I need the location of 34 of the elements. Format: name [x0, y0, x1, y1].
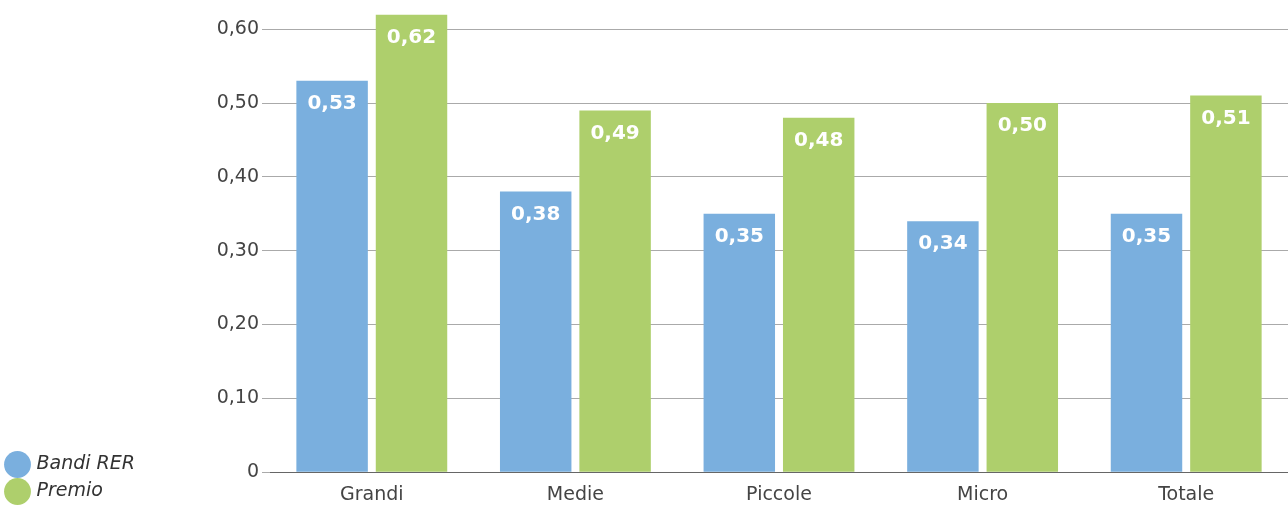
data-label: 0,35 — [714, 222, 764, 247]
y-tick-label: 0,40 — [216, 163, 260, 186]
data-label: 0,35 — [1121, 222, 1172, 247]
data-label: 0,48 — [794, 126, 844, 151]
data-label: 0,34 — [918, 230, 968, 255]
x-tick-label: Piccole — [746, 481, 812, 504]
bar — [296, 80, 368, 472]
x-tick-label: Medie — [546, 481, 604, 504]
data-label: 0,50 — [997, 112, 1047, 137]
y-tick-label: 0,50 — [216, 89, 260, 112]
data-label: 0,62 — [386, 23, 437, 48]
bar — [986, 103, 1059, 472]
legend-label: Bandi RER — [36, 451, 136, 474]
y-tick-label: 0,20 — [216, 311, 260, 334]
bar — [1190, 95, 1262, 472]
data-label: 0,38 — [511, 200, 561, 225]
data-label: 0,51 — [1201, 104, 1251, 129]
x-tick-label: Grandi — [340, 481, 404, 504]
bar — [1110, 213, 1183, 472]
x-tick-label: Totale — [1157, 481, 1215, 504]
bar — [499, 191, 572, 472]
y-tick-label: 0,10 — [216, 385, 260, 408]
bar — [907, 221, 979, 472]
data-label: 0,53 — [307, 90, 357, 115]
bar — [375, 14, 448, 472]
data-label: 0,49 — [590, 119, 640, 144]
y-tick-label: 0,60 — [216, 16, 260, 39]
y-tick-label: 0,30 — [216, 237, 260, 260]
legend-label: Premio — [36, 478, 103, 501]
bar — [782, 117, 855, 472]
y-tick-label: 0 — [246, 459, 260, 482]
bar — [579, 110, 651, 472]
x-tick-label: Micro — [957, 481, 1009, 504]
bar — [703, 213, 776, 472]
